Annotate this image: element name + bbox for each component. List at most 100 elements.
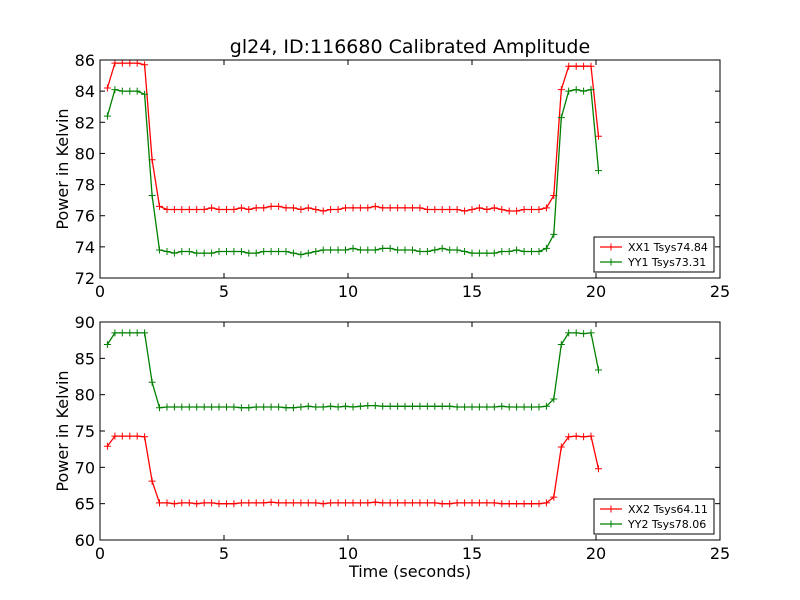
panel1-series-2-point bbox=[468, 249, 476, 257]
panel2-series-1-point bbox=[349, 499, 357, 507]
panel1-series-1-point bbox=[349, 204, 357, 212]
panel2-series-1-point bbox=[371, 498, 379, 506]
panel2-series-1-point bbox=[505, 500, 513, 508]
panel2-series-1-point bbox=[520, 500, 528, 508]
panel2-series-2-point bbox=[275, 403, 283, 411]
panel2-series-1-point bbox=[386, 499, 394, 507]
panel2-series-2-point bbox=[461, 403, 469, 411]
panel1-series-2-point bbox=[557, 114, 565, 122]
panel1-series-2-point bbox=[111, 86, 119, 94]
panel1-series-1-point bbox=[230, 206, 238, 213]
panel1-series-1-point bbox=[587, 62, 595, 70]
panel1-series-1-point bbox=[297, 206, 305, 213]
panel2-y-tick-label: 60 bbox=[75, 531, 95, 550]
panel2-series-2-point bbox=[156, 404, 163, 412]
panel2-series-2-point bbox=[431, 402, 439, 410]
panel1-series-2-point bbox=[297, 251, 305, 259]
panel2-x-axis-label: Time (seconds) bbox=[348, 562, 471, 581]
panel2-series-2-point bbox=[475, 403, 483, 411]
panel1-series-2-point bbox=[580, 87, 588, 95]
panel1-y-tick-label: 82 bbox=[75, 113, 95, 132]
panel2-series-1-point bbox=[513, 500, 521, 508]
panel1-series-2-point bbox=[252, 249, 260, 257]
panel1-series-1-point bbox=[595, 132, 602, 140]
panel1-series-1-point bbox=[475, 204, 483, 212]
panel2-x-tick-label: 10 bbox=[338, 544, 358, 563]
panel1-series-2-point bbox=[282, 248, 290, 255]
panel2-series-2-point bbox=[297, 403, 305, 411]
panel2-legend-label-1: XX2 Tsys64.11 bbox=[628, 503, 708, 516]
panel1-series-1-point bbox=[520, 206, 528, 213]
panel2-series-2-point bbox=[438, 402, 446, 410]
panel2-series-1-point bbox=[535, 500, 543, 508]
panel2-series-2-point bbox=[319, 403, 327, 411]
panel2-series-2-point bbox=[572, 329, 580, 337]
panel2-series-2-point bbox=[394, 402, 402, 410]
panel1-series-2-point bbox=[409, 246, 416, 254]
panel2-series-1-point bbox=[587, 432, 595, 440]
panel2-series-1-point bbox=[461, 499, 469, 507]
panel1-series-1-point bbox=[275, 202, 283, 210]
panel2-series-2-point bbox=[490, 403, 498, 411]
panel1-series-1-point bbox=[565, 62, 573, 70]
panel2-series-1-point bbox=[580, 433, 588, 441]
panel2-legend-marker-2 bbox=[607, 520, 615, 528]
top-chart-panel: 0 5 10 15 20 25 72 74 76 78 80 82 84 86 gl24, ID:11668… bbox=[53, 36, 730, 301]
panel2-series-1-point bbox=[267, 498, 275, 506]
panel1-series-2-point bbox=[267, 248, 275, 255]
panel2-series-1-point bbox=[297, 499, 305, 507]
panel2-series-2-point bbox=[141, 329, 149, 337]
panel2-series-2-point bbox=[260, 403, 268, 411]
panel1-legend-marker-2 bbox=[607, 258, 615, 266]
panel2-series-1-point bbox=[103, 442, 111, 450]
panel2-series-2-point bbox=[379, 402, 387, 410]
panel2-series-1-point bbox=[252, 499, 260, 507]
panel1-series-2-point bbox=[126, 87, 134, 95]
panel1-series-1-point bbox=[223, 206, 230, 213]
panel1-series-1-point bbox=[498, 206, 506, 213]
panel2-series-2-point bbox=[312, 403, 320, 411]
panel1-series-1-point bbox=[356, 204, 364, 212]
panel1-series-1-point bbox=[327, 206, 335, 213]
panel1-series-1-point bbox=[513, 207, 521, 215]
panel2-series-1-point bbox=[401, 499, 409, 507]
panel2-series-2-point bbox=[513, 403, 521, 411]
panel2-y-tick-label: 85 bbox=[75, 349, 95, 368]
panel1-series-2-point bbox=[379, 244, 387, 252]
panel2-series-2-point bbox=[304, 402, 312, 410]
panel2-series-2-point bbox=[349, 403, 357, 411]
panel2-series-1-point bbox=[557, 443, 565, 451]
panel1-series-2-point bbox=[483, 249, 491, 257]
panel2-series-1-point bbox=[364, 499, 372, 507]
panel2-series-1-point bbox=[237, 499, 245, 507]
panel2-series-1-point bbox=[319, 500, 327, 508]
panel2-series-1-point bbox=[260, 499, 268, 507]
panel2-series-1-point bbox=[215, 500, 223, 508]
panel2-series-2-point bbox=[483, 403, 491, 411]
panel2-series-1-point bbox=[490, 499, 498, 507]
panel1-chart-title: gl24, ID:116680 Calibrated Amplitude bbox=[230, 36, 590, 58]
panel2-series-1-point bbox=[483, 499, 491, 507]
panel2-series-2-point bbox=[193, 403, 201, 411]
panel2-y-tick-label: 70 bbox=[75, 458, 95, 477]
panel2-legend-label-2: YY2 Tsys78.06 bbox=[627, 518, 706, 531]
panel2-series-2-point bbox=[535, 403, 543, 411]
panel2-series-2-point bbox=[401, 402, 409, 410]
panel2-series-1-point bbox=[185, 499, 193, 507]
panel1-series-1-point bbox=[401, 204, 409, 212]
panel1-series-1-point bbox=[156, 202, 163, 210]
panel1-series-1-point bbox=[542, 204, 550, 212]
panel2-series-2-point bbox=[423, 402, 431, 410]
panel1-x-tick-label: 5 bbox=[219, 282, 229, 301]
panel2-series-1-point bbox=[282, 499, 290, 507]
panel1-legend-marker-1 bbox=[607, 243, 615, 251]
panel2-series-2-point bbox=[364, 402, 372, 410]
panel1-series-2-point bbox=[289, 249, 297, 257]
panel2-series-1-point bbox=[550, 493, 558, 501]
panel1-series-1-point bbox=[468, 206, 476, 213]
panel1-series-2-point bbox=[461, 248, 469, 255]
panel2-series-1-point bbox=[423, 499, 431, 507]
panel2-legend-marker-1 bbox=[607, 505, 615, 513]
panel1-series-1-point bbox=[371, 202, 379, 210]
